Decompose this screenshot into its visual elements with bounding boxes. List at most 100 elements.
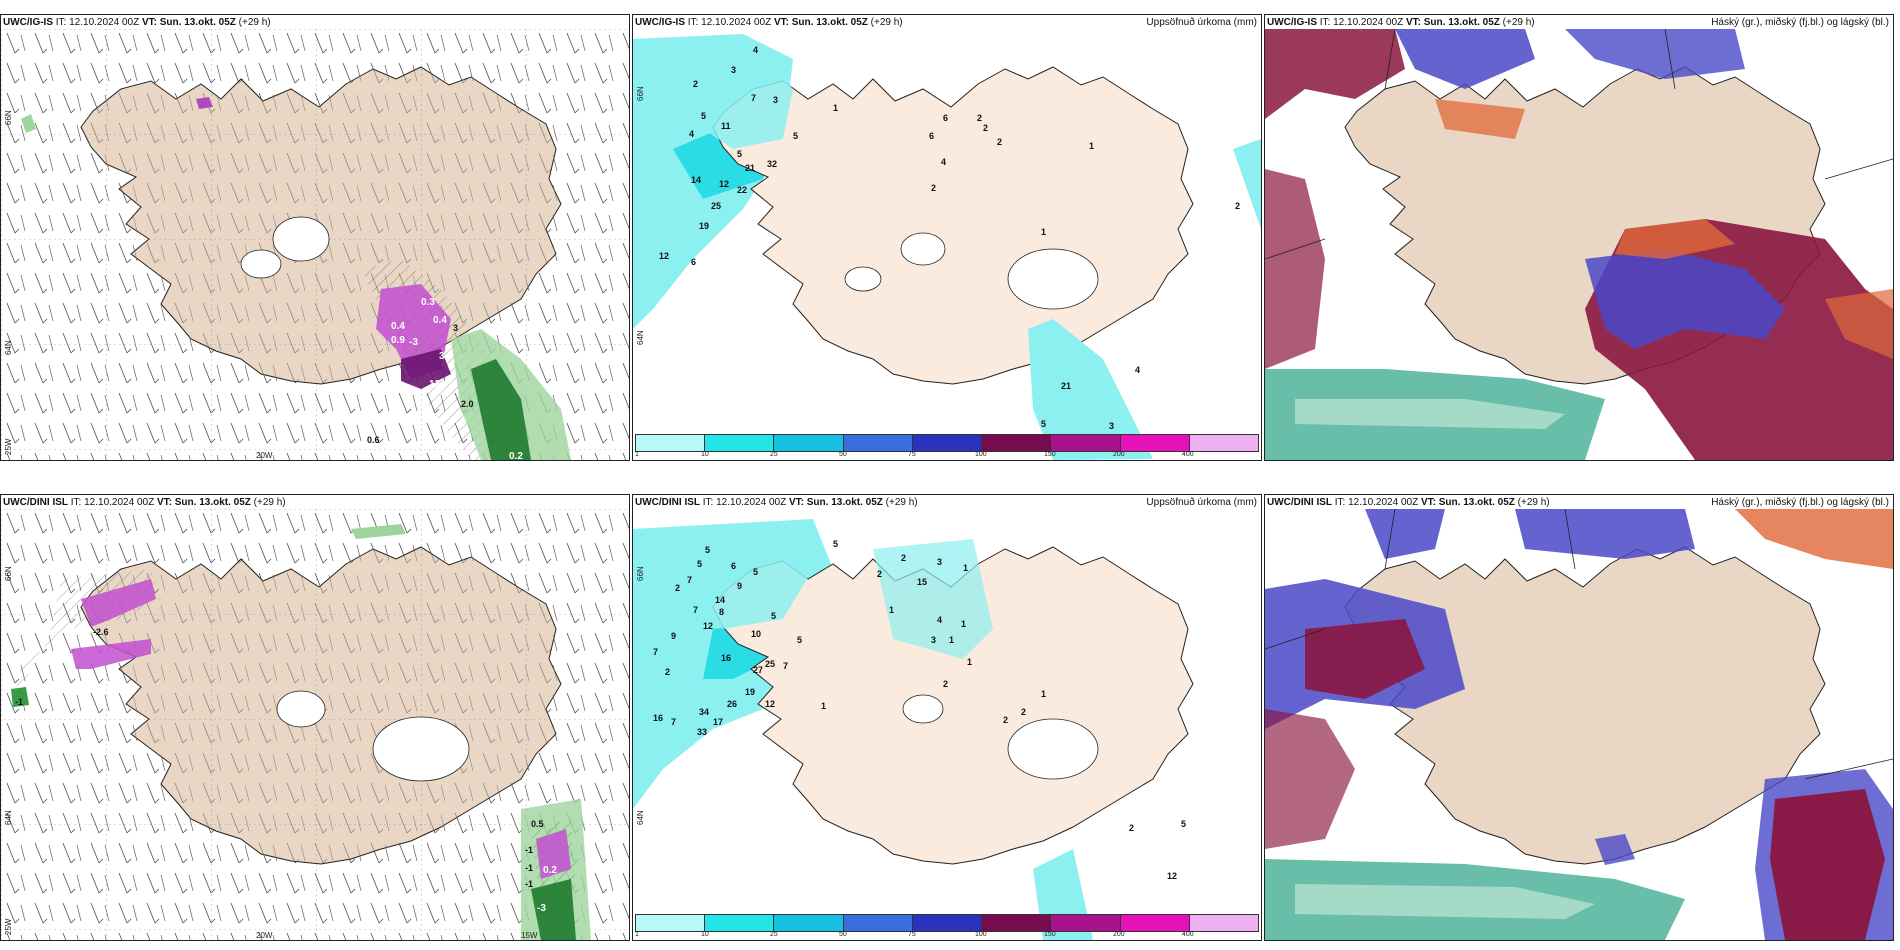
colorbar-tick: 50 bbox=[839, 451, 847, 458]
wind-panel-dini: UWC/DINI ISL IT: 12.10.2024 00Z VT: Sun.… bbox=[0, 494, 630, 941]
colorbar-tick: 150 bbox=[1044, 931, 1056, 938]
precip-value: 2 bbox=[983, 123, 988, 133]
precip-value: 6 bbox=[691, 257, 696, 267]
panel-right-title: Háský (gr.), miðský (fj.bl.) og lágský (… bbox=[1711, 17, 1889, 28]
precip-value: 1 bbox=[1041, 689, 1046, 699]
colorbar-tick: 1 bbox=[635, 451, 639, 458]
precip-panel-dini: UWC/DINI ISL IT: 12.10.2024 00Z VT: Sun.… bbox=[632, 494, 1262, 941]
wind-value: 12 bbox=[429, 379, 441, 390]
colorbar-swatch bbox=[912, 435, 983, 451]
wind-value: 0.4 bbox=[391, 321, 405, 332]
lat-label: 66N bbox=[4, 566, 13, 581]
colorbar-tick: 400 bbox=[1182, 931, 1194, 938]
colorbar-tick: 75 bbox=[908, 451, 916, 458]
precip-map: 5 5 7 6 5 9 2 14 7 8 12 5 9 7 10 16 27 2… bbox=[633, 519, 1194, 940]
precip-value: 2 bbox=[693, 79, 698, 89]
wind-value: -1 bbox=[525, 863, 533, 873]
precip-value: 1 bbox=[961, 619, 966, 629]
precip-value: 22 bbox=[737, 185, 747, 195]
lon-label: 25W bbox=[4, 918, 13, 935]
precip-value: 26 bbox=[727, 699, 737, 709]
colorbar-swatch bbox=[1051, 435, 1121, 451]
colorbar-swatch bbox=[636, 435, 706, 451]
precip-value: 7 bbox=[687, 575, 692, 585]
precip-value: 1 bbox=[967, 657, 972, 667]
colorbar-swatch bbox=[1189, 915, 1258, 931]
precip-value: 4 bbox=[937, 615, 942, 625]
precip-value: 33 bbox=[697, 727, 707, 737]
wind-value: 0.9 bbox=[391, 335, 405, 346]
precip-value: 12 bbox=[1167, 871, 1177, 881]
lon-label: 20W bbox=[256, 451, 273, 460]
precip-value: 5 bbox=[797, 635, 802, 645]
colorbar-tick: 25 bbox=[770, 931, 778, 938]
wind-value: -2.6 bbox=[93, 627, 109, 637]
wind-value: -1 bbox=[525, 845, 533, 855]
precip-value: 10 bbox=[751, 629, 761, 639]
precip-value: 2 bbox=[1021, 707, 1026, 717]
colorbar-swatch bbox=[982, 435, 1052, 451]
colorbar-ticks: 1 10 25 50 75 100 150 200 400 bbox=[635, 931, 1259, 940]
wind-value: -1 bbox=[525, 879, 533, 889]
precip-value: 11 bbox=[721, 121, 731, 131]
colorbar-tick: 200 bbox=[1113, 931, 1125, 938]
colorbar-swatch bbox=[1051, 915, 1121, 931]
wind-value: 3 bbox=[453, 323, 458, 333]
precip-value: 12 bbox=[659, 251, 669, 261]
wind-value: 2.0 bbox=[461, 399, 474, 409]
wind-map: 0.3 0.4 0.4 0.9 3 -3 3 12 2.0 0.6 0.2 bbox=[1, 29, 629, 460]
colorbar-swatch bbox=[1120, 915, 1190, 931]
precip-value: 2 bbox=[931, 183, 936, 193]
precip-map: 4 2 3 5 4 7 11 5 3 5 12 1 14 32 21 22 25… bbox=[633, 34, 1261, 460]
colorbar-swatch bbox=[1120, 435, 1190, 451]
precip-value: 6 bbox=[943, 113, 948, 123]
precip-value: 15 bbox=[917, 577, 927, 587]
precip-value: 19 bbox=[745, 687, 755, 697]
precip-value: 7 bbox=[751, 93, 756, 103]
precip-value: 2 bbox=[1003, 715, 1008, 725]
precip-value: 34 bbox=[699, 707, 709, 717]
lat-label: 66N bbox=[636, 86, 645, 101]
precip-value: 21 bbox=[1061, 381, 1071, 391]
precip-panel-ig: UWC/IG-IS IT: 12.10.2024 00Z VT: Sun. 13… bbox=[632, 14, 1262, 461]
cloud-panel-dini: UWC/DINI ISL IT: 12.10.2024 00Z VT: Sun.… bbox=[1264, 494, 1894, 941]
precip-value: 4 bbox=[753, 45, 758, 55]
precip-value: 12 bbox=[765, 699, 775, 709]
colorbar-swatch bbox=[1189, 435, 1258, 451]
precip-value: 12 bbox=[719, 179, 729, 189]
colorbar-swatch bbox=[774, 435, 844, 451]
precip-value: 2 bbox=[997, 137, 1002, 147]
precip-value: 12 bbox=[703, 621, 713, 631]
precip-value: 5 bbox=[705, 545, 710, 555]
lat-label: 64N bbox=[636, 330, 645, 345]
colorbar-swatch bbox=[982, 915, 1052, 931]
precip-value: 4 bbox=[689, 129, 694, 139]
wind-value: -1 bbox=[15, 697, 23, 707]
precip-value: 5 bbox=[793, 131, 798, 141]
precip-value: 7 bbox=[783, 661, 788, 671]
precip-value: 1 bbox=[1089, 141, 1094, 151]
precip-value: 25 bbox=[711, 201, 721, 211]
cloud-map bbox=[1265, 29, 1893, 460]
precip-value: 5 bbox=[833, 539, 838, 549]
precip-value: 5 bbox=[737, 149, 742, 159]
precip-value: 1 bbox=[833, 103, 838, 113]
precip-value: 1 bbox=[821, 701, 826, 711]
precip-value: 25 bbox=[765, 659, 775, 669]
precip-value: 1 bbox=[1041, 227, 1046, 237]
colorbar-swatch bbox=[774, 915, 844, 931]
lat-label: 64N bbox=[4, 810, 13, 825]
panel-right-title: Háský (gr.), miðský (fj.bl.) og lágský (… bbox=[1711, 497, 1889, 508]
colorbar-tick: 1 bbox=[635, 931, 639, 938]
panel-title: UWC/IG-IS IT: 12.10.2024 00Z VT: Sun. 13… bbox=[3, 17, 271, 28]
precip-value: 6 bbox=[731, 561, 736, 571]
precip-value: 5 bbox=[697, 559, 702, 569]
lat-label: 66N bbox=[636, 566, 645, 581]
precip-value: 3 bbox=[773, 95, 778, 105]
colorbar-tick: 100 bbox=[975, 451, 987, 458]
colorbar-tick: 25 bbox=[770, 451, 778, 458]
precip-value: 27 bbox=[753, 665, 763, 675]
panel-title: UWC/DINI ISL IT: 12.10.2024 00Z VT: Sun.… bbox=[635, 497, 918, 508]
precip-value: 5 bbox=[1181, 819, 1186, 829]
precip-colorbar bbox=[635, 434, 1259, 452]
